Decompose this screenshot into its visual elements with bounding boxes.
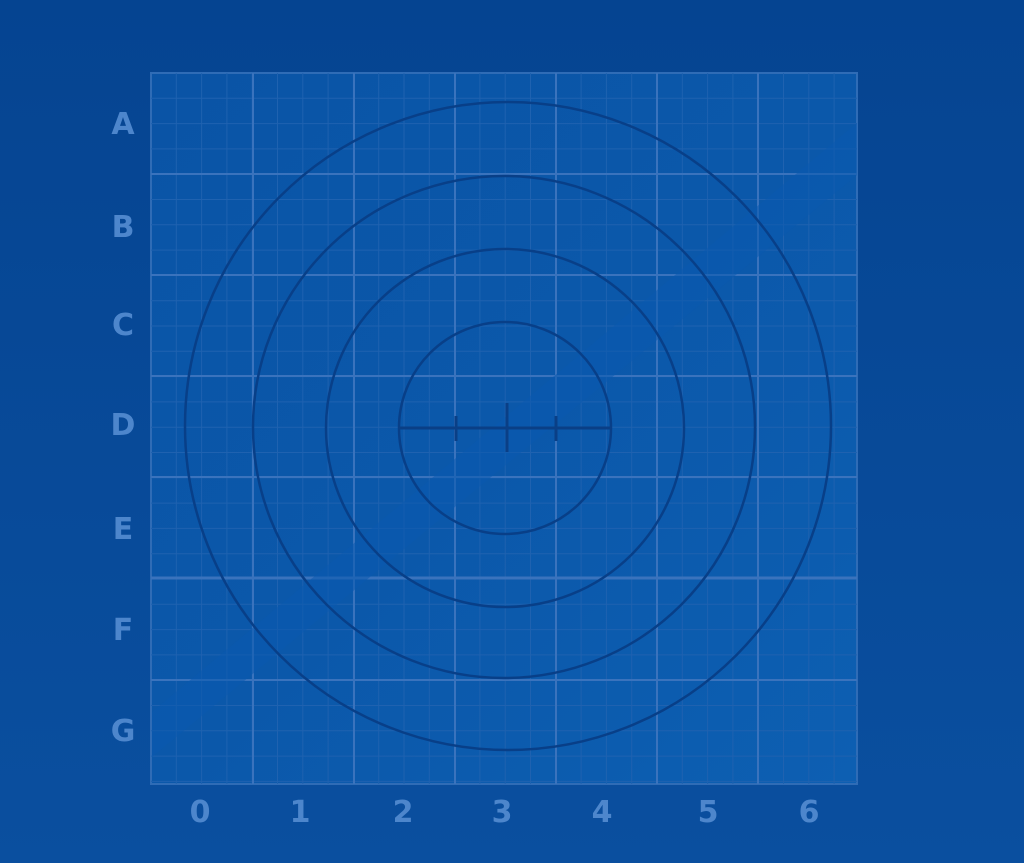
center-crosshair bbox=[399, 403, 611, 452]
row-label-d: D bbox=[110, 408, 136, 443]
row-label-c: C bbox=[111, 308, 135, 343]
target-ring-1 bbox=[183, 100, 833, 752]
column-label-1: 1 bbox=[289, 795, 311, 830]
row-label-b: B bbox=[111, 210, 135, 245]
row-label-g: G bbox=[110, 714, 136, 749]
column-label-0: 0 bbox=[189, 795, 211, 830]
target-rings bbox=[183, 100, 833, 752]
diagonal-stripe bbox=[152, 123, 857, 757]
column-label-6: 6 bbox=[798, 795, 820, 830]
column-label-4: 4 bbox=[591, 795, 613, 830]
column-label-3: 3 bbox=[491, 795, 513, 830]
column-label-2: 2 bbox=[392, 795, 414, 830]
column-label-5: 5 bbox=[697, 795, 719, 830]
row-label-f: F bbox=[112, 613, 134, 648]
target-ring-3 bbox=[324, 247, 686, 609]
row-label-e: E bbox=[112, 512, 134, 547]
target-ring-2 bbox=[251, 174, 757, 680]
row-label-a: A bbox=[111, 107, 135, 142]
